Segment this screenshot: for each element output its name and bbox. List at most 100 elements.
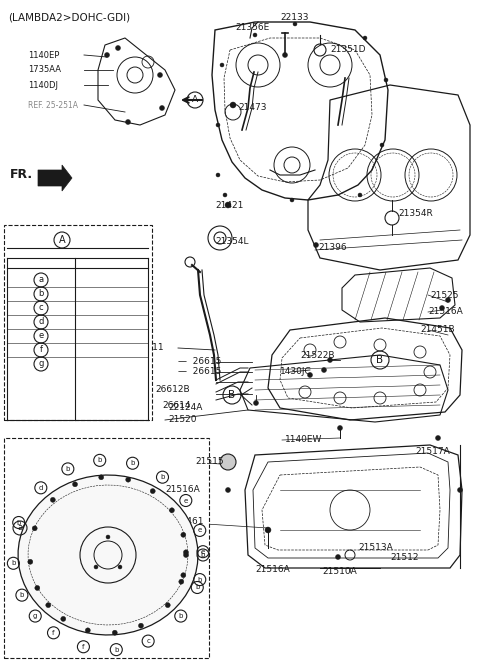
Circle shape [435, 436, 441, 440]
Text: A: A [192, 96, 198, 104]
Circle shape [313, 242, 319, 248]
Text: 1140EX: 1140EX [95, 304, 129, 312]
Circle shape [290, 198, 294, 202]
Circle shape [159, 106, 165, 110]
Text: 21513A: 21513A [358, 543, 393, 552]
Text: 21356E: 21356E [235, 24, 269, 32]
Circle shape [99, 475, 104, 480]
Text: b: b [198, 577, 202, 583]
Circle shape [223, 193, 227, 197]
Circle shape [72, 482, 78, 487]
Circle shape [105, 53, 109, 57]
Text: c: c [146, 638, 150, 644]
Text: 21520: 21520 [168, 416, 196, 424]
Text: 21451B: 21451B [420, 325, 455, 335]
Text: 1430JC: 1430JC [280, 368, 312, 376]
Text: g: g [38, 360, 44, 368]
Text: 1140EP: 1140EP [28, 51, 60, 59]
Text: 1140CG: 1140CG [94, 275, 130, 284]
Circle shape [150, 488, 155, 494]
Text: SYMBOL: SYMBOL [22, 259, 60, 267]
Text: b: b [20, 592, 24, 598]
Circle shape [85, 628, 90, 633]
Text: b: b [16, 519, 21, 525]
Circle shape [181, 573, 186, 578]
Text: 21461: 21461 [175, 517, 204, 527]
Text: 21510A: 21510A [322, 568, 357, 576]
Circle shape [337, 426, 343, 430]
Text: 21516A: 21516A [165, 486, 200, 494]
Text: 26611: 26611 [135, 343, 164, 352]
Text: VIEW: VIEW [12, 235, 48, 248]
Text: 21512: 21512 [390, 554, 419, 562]
Circle shape [265, 527, 271, 533]
Text: 21354R: 21354R [398, 209, 433, 218]
Text: —  26615: — 26615 [178, 358, 221, 366]
Circle shape [165, 603, 170, 608]
Circle shape [28, 559, 33, 564]
Circle shape [336, 554, 340, 560]
Circle shape [322, 368, 326, 372]
Text: 1140FZ: 1140FZ [95, 331, 129, 341]
Circle shape [283, 53, 288, 57]
Polygon shape [18, 475, 198, 635]
Text: REF. 25-251A: REF. 25-251A [28, 100, 78, 110]
FancyBboxPatch shape [4, 438, 209, 658]
Text: b: b [131, 460, 135, 466]
Text: b: b [201, 552, 205, 558]
Circle shape [157, 73, 163, 77]
Text: 21525: 21525 [430, 290, 458, 300]
Text: 22133: 22133 [280, 13, 309, 22]
Circle shape [35, 585, 40, 591]
Circle shape [116, 46, 120, 51]
Text: B: B [228, 390, 236, 400]
Circle shape [183, 552, 189, 558]
Circle shape [384, 78, 388, 82]
Text: 1140EW: 1140EW [285, 436, 323, 444]
Circle shape [216, 123, 220, 127]
Circle shape [253, 33, 257, 37]
Text: 1140DJ: 1140DJ [28, 81, 58, 90]
Text: 1140FC: 1140FC [60, 383, 94, 393]
Text: 21516A: 21516A [255, 566, 290, 574]
Text: 1140FR: 1140FR [95, 360, 129, 368]
Text: 21356E: 21356E [95, 345, 129, 354]
Text: (LAMBDA2>DOHC-GDI): (LAMBDA2>DOHC-GDI) [8, 12, 130, 22]
Circle shape [293, 22, 297, 26]
Text: 26612B: 26612B [155, 385, 190, 395]
Circle shape [220, 63, 224, 67]
Text: e: e [38, 331, 44, 341]
Circle shape [46, 603, 51, 608]
Text: b: b [114, 647, 119, 653]
Text: b: b [160, 474, 165, 480]
Text: 21522B: 21522B [300, 350, 335, 360]
Text: b: b [11, 560, 15, 566]
Text: b: b [97, 457, 102, 463]
Circle shape [125, 119, 131, 125]
Circle shape [61, 616, 66, 622]
Text: 21354L: 21354L [215, 238, 249, 246]
Circle shape [138, 623, 144, 628]
Text: e: e [184, 498, 188, 504]
Circle shape [445, 298, 451, 302]
Text: 21473: 21473 [238, 104, 266, 112]
Text: PNC: PNC [102, 259, 122, 267]
Circle shape [225, 202, 231, 208]
Circle shape [50, 498, 55, 502]
Text: 21421: 21421 [215, 201, 243, 209]
Text: 21515: 21515 [195, 457, 224, 467]
Text: f: f [39, 345, 43, 354]
Circle shape [106, 535, 110, 539]
Circle shape [220, 454, 236, 470]
Text: e: e [198, 527, 202, 533]
Text: f: f [82, 644, 84, 649]
Text: b: b [195, 585, 200, 591]
Circle shape [179, 579, 184, 584]
Circle shape [327, 358, 333, 362]
Circle shape [32, 526, 37, 531]
Text: e: e [201, 548, 205, 554]
Circle shape [440, 306, 444, 310]
Circle shape [126, 477, 131, 482]
Circle shape [118, 565, 122, 569]
Text: f: f [52, 630, 55, 636]
